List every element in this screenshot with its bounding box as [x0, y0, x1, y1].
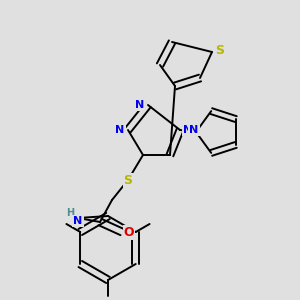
Text: N: N [74, 216, 82, 226]
Text: O: O [124, 226, 134, 238]
Text: N: N [189, 125, 199, 135]
Text: N: N [183, 125, 193, 135]
Text: H: H [66, 208, 74, 218]
Text: N: N [135, 100, 145, 110]
Text: N: N [116, 125, 124, 135]
Text: S: S [124, 173, 133, 187]
Text: S: S [215, 44, 224, 56]
